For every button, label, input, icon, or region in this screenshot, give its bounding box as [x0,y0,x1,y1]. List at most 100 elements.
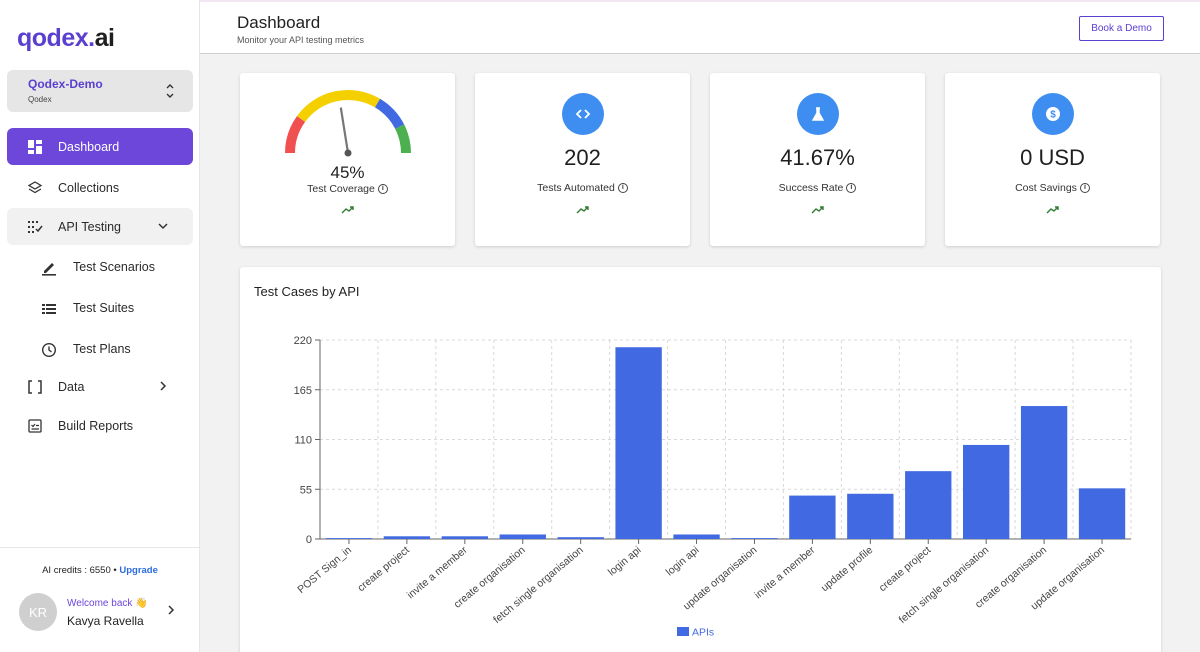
sidebar-item-label: API Testing [58,219,122,234]
kpi-value: 0 USD [1020,145,1085,170]
info-icon[interactable]: i [846,183,857,194]
gauge-segment [285,115,306,154]
x-tick-label: update profile [819,544,876,594]
info-icon[interactable]: i [377,184,388,195]
gauge-segment [395,124,411,154]
info-icon[interactable]: i [1079,183,1090,194]
x-tick-label: login api [606,544,644,578]
x-tick-label: invite a member [405,544,470,602]
kpi-value: 202 [564,145,601,170]
sidebar-item-label: Test Suites [73,301,135,315]
clock-icon [41,342,57,358]
gauge-segment [297,90,381,122]
bar[interactable] [441,536,488,539]
kpi-label: Test Coverage i [240,183,455,195]
org-name: Qodex-Demo [28,77,103,91]
flask-icon-badge [797,93,839,135]
sidebar-item-build-reports[interactable]: Build Reports [7,407,193,444]
header: Dashboard Monitor your API testing metri… [200,0,1200,54]
pencil-icon [42,263,56,276]
chevron-right-icon [160,381,167,391]
sidebar-item-collections[interactable]: Collections [7,169,193,206]
checklist-icon [28,221,43,233]
bar[interactable] [731,538,778,539]
y-tick-label: 0 [306,534,312,546]
dashboard-icon [28,140,42,154]
page-subtitle: Monitor your API testing metrics [237,35,365,45]
layers-icon [27,181,43,194]
legend-swatch [677,627,689,636]
sidebar: qodex.ai Qodex-Demo Qodex Dashboard Coll… [0,0,200,652]
bar[interactable] [1078,488,1126,539]
sidebar-item-test-scenarios[interactable]: Test Scenarios [7,249,193,286]
sidebar-footer: AI credits : 6550 • Upgrade KR Welcome b… [0,547,200,652]
bar[interactable] [615,347,662,539]
app-logo[interactable]: qodex.ai [17,24,115,52]
kpi-card-success: 41.67% Success Rate i [710,73,925,246]
report-icon [28,419,42,433]
x-tick-label: create project [355,544,412,594]
trending-up-icon [341,206,354,214]
dollar-icon-badge: $ [1032,93,1074,135]
bar[interactable] [325,538,373,539]
x-tick-label: create project [877,544,934,594]
svg-text:$: $ [1050,110,1056,121]
chart-legend[interactable]: APIs [677,627,714,639]
sidebar-item-data[interactable]: Data [7,368,193,405]
bar[interactable] [789,495,836,539]
kpi-card-coverage: 45% Test Coverage i [240,73,455,246]
brackets-icon [28,380,42,394]
upgrade-link[interactable]: Upgrade [119,565,158,576]
sidebar-item-label: Dashboard [58,139,120,154]
kpi-card-savings: $ 0 USD Cost Savings i [945,73,1160,246]
avatar[interactable]: KR [19,593,57,631]
trending-up-icon [811,206,824,214]
kpi-label: Tests Automated i [475,182,690,194]
bar[interactable] [905,471,952,539]
bar[interactable] [963,444,1010,539]
user-name: Kavya Ravella [67,614,144,628]
sidebar-item-api-testing[interactable]: API Testing [7,208,193,245]
org-subtitle: Qodex [28,95,52,104]
book-demo-button[interactable]: Book a Demo [1079,16,1164,41]
x-tick-label: POST Sign_in [295,544,354,596]
chart-title: Test Cases by API [254,284,360,299]
trending-up-icon [1046,206,1059,214]
gauge-hub [344,149,352,157]
sidebar-item-test-plans[interactable]: Test Plans [7,331,193,368]
kpi-value: 41.67% [780,145,855,170]
chevron-down-icon [158,223,168,230]
list-icon [42,304,56,314]
dollar-icon: $ [1046,107,1060,121]
gauge-segment [374,98,405,130]
flask-icon [811,107,825,121]
legend-label: APIs [692,627,714,639]
sidebar-item-label: Collections [58,180,120,195]
gauge-needle [339,107,350,154]
y-tick-label: 220 [294,335,312,347]
info-icon[interactable]: i [617,183,628,194]
sidebar-item-label: Test Plans [73,342,131,356]
sidebar-item-test-suites[interactable]: Test Suites [7,290,193,327]
kpi-label: Success Rate i [710,182,925,194]
bar[interactable] [1020,406,1068,539]
sidebar-item-label: Data [58,379,85,394]
y-tick-label: 110 [294,435,312,447]
chevron-right-icon[interactable] [166,604,176,616]
sidebar-item-dashboard[interactable]: Dashboard [7,128,193,165]
code-icon-badge [562,93,604,135]
y-tick-label: 165 [294,385,312,397]
bar[interactable] [847,493,894,539]
bar[interactable] [673,534,720,539]
kpi-card-automated: 202 Tests Automated i [475,73,690,246]
org-switcher[interactable]: Qodex-Demo Qodex [7,70,193,112]
bar[interactable] [499,534,546,539]
chevron-up-down-icon [166,84,174,98]
bar[interactable] [557,537,604,539]
welcome-text: Welcome back 👋 [67,598,148,609]
y-tick-label: 55 [300,484,312,496]
trending-up-icon [576,206,589,214]
bar[interactable] [383,536,431,539]
code-icon [575,109,591,119]
